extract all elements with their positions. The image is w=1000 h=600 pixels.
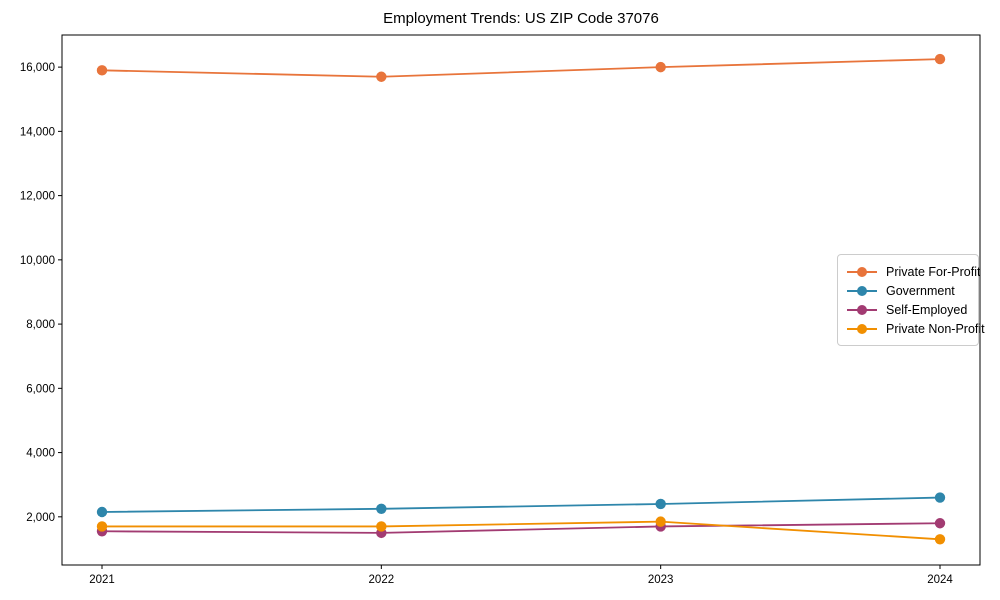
y-tick-label: 10,000 (20, 255, 55, 267)
data-point-private-for-profit-2024 (934, 53, 946, 65)
y-tick-label: 16,000 (20, 62, 55, 74)
series-line-private-non-profit (102, 520, 941, 541)
series-government (96, 492, 946, 518)
legend-marker-private-for-profit (847, 266, 877, 277)
data-point-private-for-profit-2022 (376, 71, 387, 82)
y-tick-label: 6,000 (26, 383, 55, 395)
legend-label: Private Non-Profit (886, 321, 985, 336)
y-tick-label: 4,000 (26, 448, 55, 460)
series-line-government (101, 496, 941, 513)
x-tick-label: 2024 (927, 574, 953, 586)
legend-label: Government (886, 283, 955, 298)
chart-legend: Private For-Profit Government Self-Employe… (837, 254, 985, 346)
legend-label: Self-Employed (886, 302, 968, 317)
legend-item-private-non-profit: Private Non-Profit (847, 319, 985, 338)
series-line-self-employed (101, 522, 941, 534)
legend-item-private-for-profit: Private For-Profit (847, 262, 980, 281)
data-point-government-2024 (934, 492, 946, 503)
series-line-private-for-profit (101, 58, 941, 78)
x-tick-label: 2021 (89, 574, 115, 586)
data-point-private-non-profit-2023 (655, 516, 666, 527)
series-private-for-profit (96, 53, 946, 82)
data-point-government-2021 (96, 506, 108, 518)
chart-title: Employment Trends: US ZIP Code 37076 (383, 10, 659, 27)
legend-item-government: Government (847, 281, 969, 300)
y-tick-label: 12,000 (20, 191, 55, 203)
data-point-government-2022 (376, 503, 387, 514)
y-tick-label: 8,000 (26, 319, 55, 331)
legend-item-self-employed: Self-Employed (847, 300, 969, 319)
series-self-employed (96, 518, 946, 539)
series-private-non-profit (96, 516, 946, 545)
x-tick-label: 2023 (648, 574, 674, 586)
data-point-private-non-profit-2022 (376, 521, 387, 532)
data-point-private-non-profit-2021 (96, 521, 108, 532)
plot-border (61, 34, 981, 566)
y-tick-label: 14,000 (20, 126, 55, 138)
data-point-private-for-profit-2023 (655, 61, 666, 73)
data-point-private-for-profit-2021 (96, 65, 108, 76)
data-point-self-employed-2024 (934, 518, 946, 529)
legend-label: Private For-Profit (886, 264, 981, 279)
x-tick-label: 2022 (369, 574, 395, 586)
data-point-private-non-profit-2024 (934, 534, 946, 545)
legend-marker-government (847, 285, 877, 296)
y-tick-label: 2,000 (26, 512, 55, 524)
legend-marker-self-employed (847, 304, 877, 315)
data-point-government-2023 (655, 498, 666, 510)
legend-marker-private-non-profit (847, 323, 877, 334)
